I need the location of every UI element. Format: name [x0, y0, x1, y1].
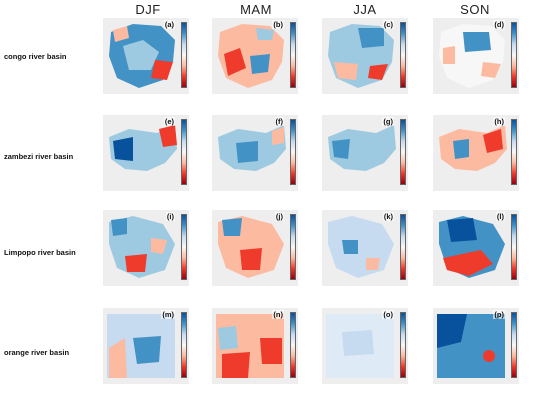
map-congo-jja: [328, 24, 394, 88]
row-label-limpopo: Limpopo river basin: [4, 248, 76, 257]
panel-label-o: (o): [382, 310, 394, 319]
colorbar: [400, 119, 406, 185]
map-panel-congo-djf: (a): [103, 18, 189, 94]
panel-label-p: (p): [493, 310, 505, 319]
map-orange-jja: [326, 314, 394, 378]
colorbar: [181, 22, 187, 88]
map-panel-limpopo-jja: (k): [322, 210, 408, 286]
map-limpopo-djf: [109, 216, 175, 278]
panel-label-f: (f): [274, 117, 284, 126]
map-panel-orange-mam: (n): [212, 308, 298, 384]
column-header-jja: JJA: [353, 2, 377, 17]
column-header-mam: MAM: [240, 2, 272, 17]
panel-label-e: (e): [163, 117, 175, 126]
colorbar: [400, 214, 406, 280]
colorbar: [181, 119, 187, 185]
row-label-zambezi: zambezi river basin: [4, 152, 74, 161]
panel-label-g: (g): [382, 117, 394, 126]
colorbar: [400, 22, 406, 88]
map-congo-mam: [218, 24, 284, 88]
colorbar: [511, 22, 517, 88]
colorbar: [290, 119, 296, 185]
map-panel-zambezi-jja: (g): [322, 115, 408, 191]
panel-label-i: (i): [165, 212, 175, 221]
map-panel-congo-son: (d): [433, 18, 519, 94]
panel-label-n: (n): [272, 310, 284, 319]
colorbar: [181, 312, 187, 378]
map-panel-zambezi-djf: (e): [103, 115, 189, 191]
panel-label-c: (c): [382, 20, 394, 29]
map-orange-son: [437, 314, 505, 378]
map-panel-limpopo-son: (l): [433, 210, 519, 286]
panel-label-b: (b): [272, 20, 284, 29]
map-panel-limpopo-djf: (i): [103, 210, 189, 286]
panel-label-m: (m): [161, 310, 175, 319]
map-panel-orange-djf: (m): [103, 308, 189, 384]
colorbar: [290, 312, 296, 378]
colorbar: [511, 214, 517, 280]
map-panel-congo-jja: (c): [322, 18, 408, 94]
colorbar: [290, 214, 296, 280]
map-limpopo-jja: [328, 216, 394, 278]
column-header-son: SON: [460, 2, 490, 17]
panel-label-h: (h): [493, 117, 505, 126]
map-limpopo-mam: [218, 216, 284, 278]
map-congo-son: [439, 24, 505, 88]
map-orange-djf: [107, 314, 175, 378]
map-panel-limpopo-mam: (j): [212, 210, 298, 286]
map-zambezi-djf: [109, 125, 177, 171]
map-congo-djf: [109, 24, 175, 88]
map-panel-orange-son: (p): [433, 308, 519, 384]
colorbar: [511, 312, 517, 378]
map-panel-zambezi-son: (h): [433, 115, 519, 191]
panel-label-d: (d): [493, 20, 505, 29]
panel-label-l: (l): [495, 212, 505, 221]
colorbar: [400, 312, 406, 378]
panel-label-k: (k): [382, 212, 394, 221]
map-zambezi-mam: [218, 125, 286, 171]
column-header-djf: DJF: [135, 2, 161, 17]
colorbar: [290, 22, 296, 88]
row-label-orange: orange river basin: [4, 348, 70, 357]
colorbar: [181, 214, 187, 280]
map-orange-mam: [216, 314, 284, 378]
map-zambezi-son: [439, 125, 507, 171]
map-zambezi-jja: [328, 125, 396, 171]
map-panel-congo-mam: (b): [212, 18, 298, 94]
map-limpopo-son: [439, 216, 505, 278]
map-panel-orange-jja: (o): [322, 308, 408, 384]
panel-label-j: (j): [274, 212, 284, 221]
colorbar: [511, 119, 517, 185]
panel-label-a: (a): [163, 20, 175, 29]
row-label-congo: congo river basin: [4, 52, 67, 61]
map-panel-zambezi-mam: (f): [212, 115, 298, 191]
